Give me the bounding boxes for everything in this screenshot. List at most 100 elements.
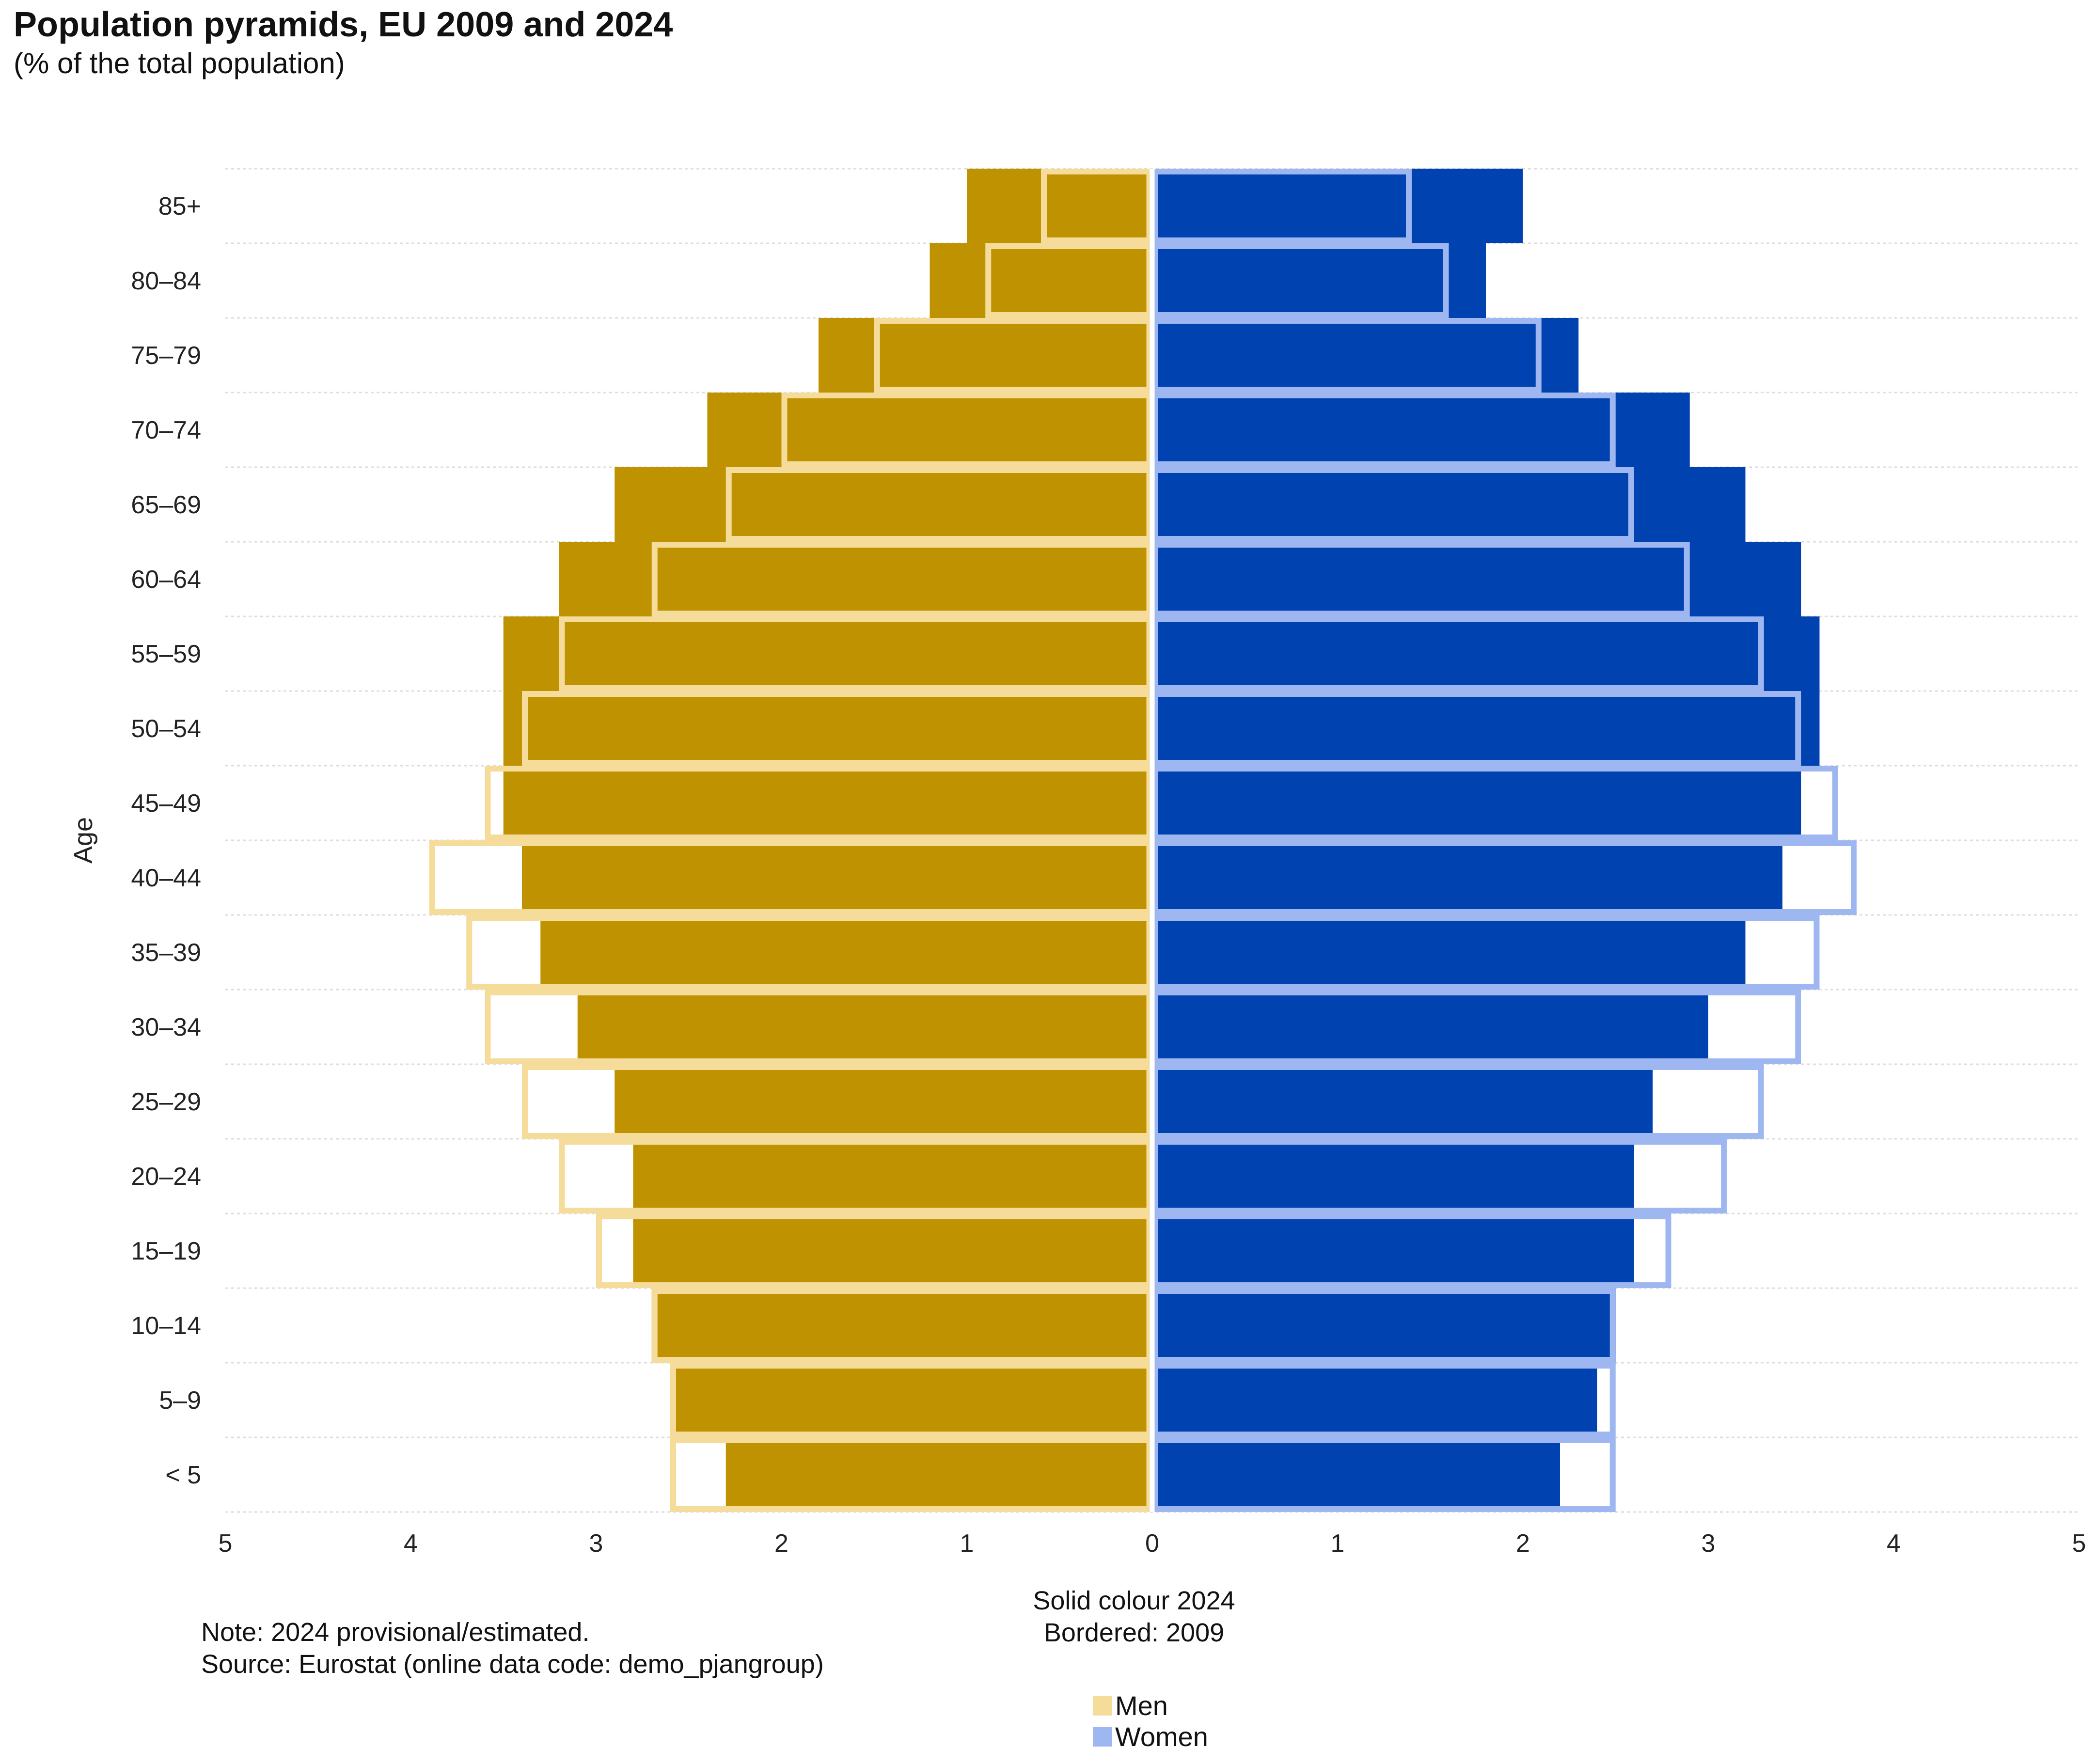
bar-men-2009 <box>466 915 1152 990</box>
bar-men-2024 <box>967 169 1152 243</box>
x-tick-label: 5 <box>2072 1529 2086 1558</box>
chart-caption: Solid colour 2024 Bordered: 2009 <box>989 1585 1279 1649</box>
age-tick-label: 55–59 <box>131 640 201 668</box>
bar-men-2009 <box>522 691 1152 766</box>
bar-women-2024 <box>1152 393 1690 467</box>
x-tick-label: 5 <box>219 1529 233 1558</box>
bar-men-2009 <box>485 990 1152 1064</box>
bar-men-2024 <box>577 990 1152 1064</box>
bar-men-2024 <box>633 1139 1152 1213</box>
legend-item-women: Women <box>1093 1721 1208 1752</box>
bar-men-2009 <box>670 1437 1152 1512</box>
bar-women-2024 <box>1152 1139 1634 1213</box>
bar-women-2009 <box>1152 616 1764 691</box>
bar-women-2024 <box>1152 1213 1634 1288</box>
bar-women-2009 <box>1152 243 1449 318</box>
bar-women-2009 <box>1152 393 1616 467</box>
bar-women-2009 <box>1152 840 1857 915</box>
x-tick-label: 4 <box>1887 1529 1901 1558</box>
age-tick-label: < 5 <box>165 1461 201 1489</box>
bar-men-2009 <box>651 1288 1152 1363</box>
age-tick-label: 75–79 <box>131 342 201 370</box>
bar-men-2024 <box>707 393 1152 467</box>
age-tick-label: 35–39 <box>131 939 201 967</box>
bar-women-2009 <box>1152 542 1690 616</box>
chart-subtitle: (% of the total population) <box>14 47 345 79</box>
bar-women-2024 <box>1152 1064 1653 1139</box>
bar-women-2009 <box>1152 1363 1616 1437</box>
caption-line-2: Bordered: 2009 <box>1043 1618 1225 1647</box>
bar-women-2024 <box>1152 318 1579 393</box>
caption-line-1: Solid colour 2024 <box>1033 1586 1235 1615</box>
bar-women-2024 <box>1152 1437 1560 1512</box>
bar-men-2024 <box>503 691 1152 766</box>
chart-title: Population pyramids, EU 2009 and 2024 <box>14 5 673 44</box>
bar-women-2009 <box>1152 1213 1671 1288</box>
legend-label-men: Men <box>1115 1690 1168 1721</box>
note-line: Note: 2024 provisional/estimated. <box>201 1618 590 1647</box>
bar-men-2009 <box>485 766 1152 840</box>
bar-men-2024 <box>651 1288 1152 1363</box>
source-line: Source: Eurostat (online data code: demo… <box>201 1650 824 1679</box>
bar-men-2009 <box>559 1139 1152 1213</box>
bar-men-2024 <box>522 840 1152 915</box>
bar-women-2024 <box>1152 766 1801 840</box>
x-tick-label: 2 <box>1516 1529 1530 1558</box>
bar-women-2024 <box>1152 243 1486 318</box>
bar-women-2009 <box>1152 915 1820 990</box>
bar-women-2009 <box>1152 1288 1616 1363</box>
x-tick-label: 1 <box>960 1529 974 1558</box>
bar-women-2024 <box>1152 990 1708 1064</box>
x-tick-label: 1 <box>1331 1529 1345 1558</box>
bar-women-2024 <box>1152 169 1523 243</box>
source-note: Note: 2024 provisional/estimated. Source… <box>201 1616 824 1680</box>
bar-men-2009 <box>985 243 1152 318</box>
bar-men-2009 <box>429 840 1152 915</box>
bar-men-2024 <box>615 467 1152 542</box>
x-tick-label: 3 <box>589 1529 603 1558</box>
x-tick-label: 3 <box>1702 1529 1716 1558</box>
bar-women-2009 <box>1152 691 1801 766</box>
bar-men-2009 <box>522 1064 1152 1139</box>
bar-men-2024 <box>930 243 1152 318</box>
age-tick-label: 65–69 <box>131 491 201 519</box>
age-tick-label: 30–34 <box>131 1013 201 1041</box>
bar-women-2024 <box>1152 1288 1616 1363</box>
bar-women-2024 <box>1152 840 1782 915</box>
bar-women-2009 <box>1152 990 1801 1064</box>
x-tick-label: 2 <box>774 1529 788 1558</box>
bar-women-2024 <box>1152 542 1801 616</box>
legend-swatch-men <box>1093 1696 1112 1716</box>
bar-men-2009 <box>651 542 1152 616</box>
bar-men-2024 <box>503 766 1152 840</box>
age-tick-label: 40–44 <box>131 864 201 892</box>
bar-men-2024 <box>503 616 1152 691</box>
bar-men-2009 <box>559 616 1152 691</box>
age-tick-label: 15–19 <box>131 1237 201 1265</box>
bar-men-2024 <box>819 318 1152 393</box>
bar-men-2024 <box>633 1213 1152 1288</box>
bar-women-2024 <box>1152 616 1820 691</box>
age-tick-label: 85+ <box>158 192 201 220</box>
bar-women-2024 <box>1152 691 1820 766</box>
x-tick-label: 0 <box>1145 1529 1159 1558</box>
bar-women-2009 <box>1152 467 1634 542</box>
legend: Men Women <box>1093 1690 1208 1752</box>
bar-men-2009 <box>874 318 1152 393</box>
bar-men-2009 <box>1041 169 1152 243</box>
bar-men-2009 <box>670 1363 1152 1437</box>
bar-women-2009 <box>1152 1437 1616 1512</box>
bar-men-2024 <box>670 1363 1152 1437</box>
age-tick-label: 80–84 <box>131 267 201 295</box>
y-axis-title: Age <box>69 817 98 864</box>
age-tick-label: 60–64 <box>131 566 201 594</box>
bar-women-2024 <box>1152 915 1746 990</box>
bar-men-2009 <box>725 467 1152 542</box>
age-tick-label: 5–9 <box>159 1386 201 1415</box>
bar-women-2009 <box>1152 169 1412 243</box>
age-tick-label: 45–49 <box>131 789 201 818</box>
legend-item-men: Men <box>1093 1690 1208 1721</box>
bar-women-2009 <box>1152 1139 1727 1213</box>
age-tick-label: 70–74 <box>131 416 201 444</box>
